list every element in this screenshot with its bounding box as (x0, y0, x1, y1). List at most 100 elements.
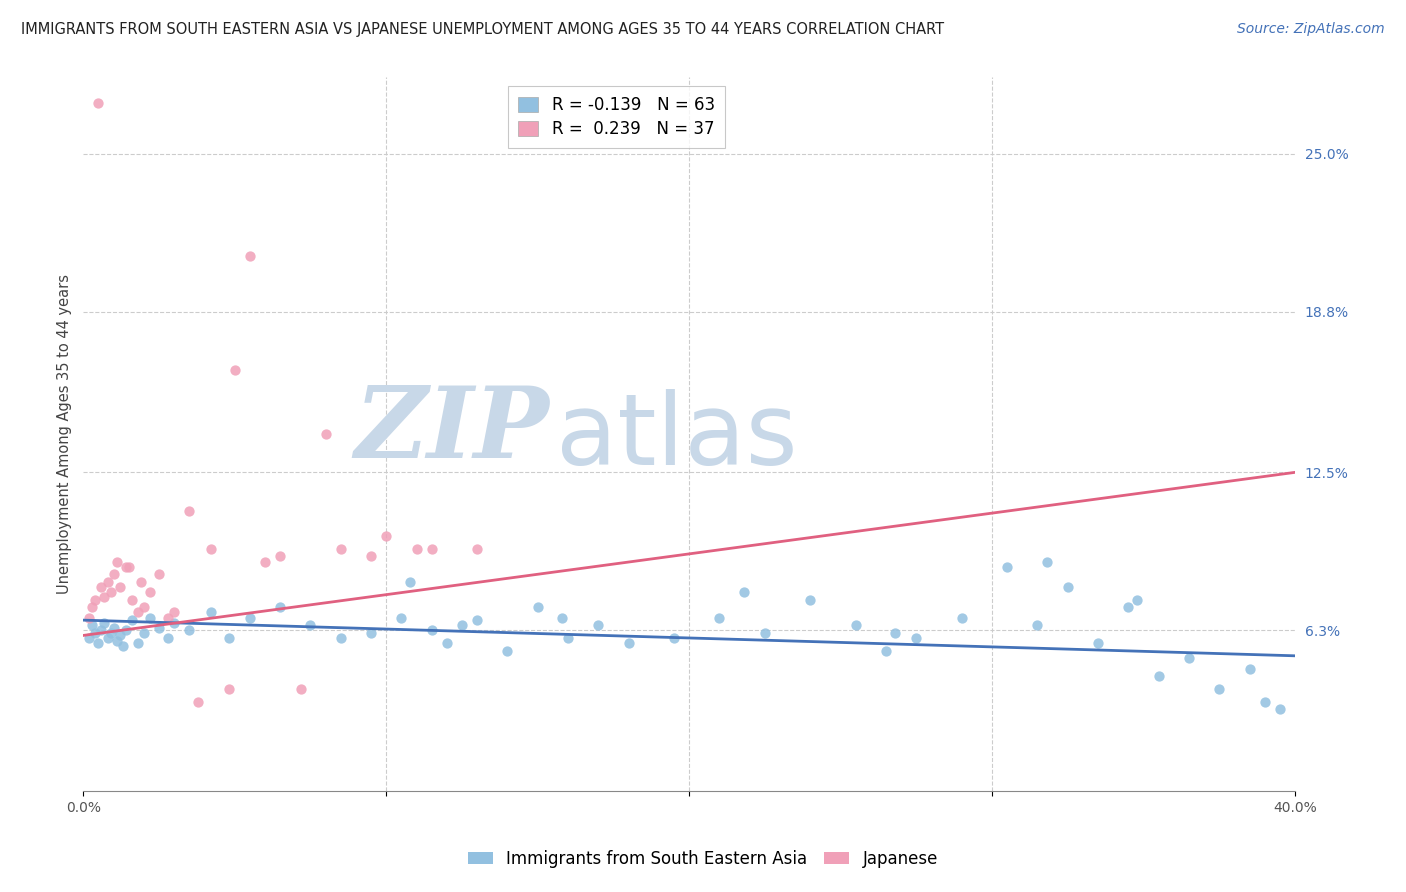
Point (239, 610, 262, 624)
Point (96, 631, 118, 645)
Point (299, 618, 322, 632)
Point (118, 559, 141, 574)
Point (84, 592, 107, 607)
Point (420, 541, 443, 556)
Point (905, 631, 928, 645)
Legend: R = -0.139   N = 63, R =  0.239   N = 37: R = -0.139 N = 63, R = 0.239 N = 37 (508, 86, 724, 148)
Point (96, 574, 118, 589)
Point (148, 567, 170, 582)
Point (105, 555, 128, 569)
Point (239, 249, 262, 263)
Point (163, 615, 186, 630)
Text: IMMIGRANTS FROM SOUTH EASTERN ASIA VS JAPANESE UNEMPLOYMENT AMONG AGES 35 TO 44 : IMMIGRANTS FROM SOUTH EASTERN ASIA VS JA… (21, 22, 945, 37)
Point (132, 625, 155, 640)
Point (148, 621, 170, 635)
Point (405, 541, 427, 556)
Y-axis label: Unemployment Among Ages 35 to 44 years: Unemployment Among Ages 35 to 44 years (58, 274, 72, 594)
Point (436, 636, 458, 650)
Point (1239, 661, 1261, 675)
Point (950, 610, 973, 624)
Point (1056, 580, 1078, 594)
Point (420, 624, 443, 638)
Point (1147, 669, 1170, 683)
Point (82, 600, 104, 615)
Point (1118, 600, 1140, 615)
Point (845, 618, 868, 632)
Point (108, 580, 131, 594)
Point (218, 681, 240, 696)
Point (290, 681, 312, 696)
Point (121, 613, 143, 627)
Point (451, 618, 474, 632)
Point (375, 529, 398, 543)
Point (526, 600, 548, 615)
Point (79, 610, 101, 624)
Point (200, 541, 222, 556)
Point (93, 615, 115, 630)
Point (360, 625, 382, 640)
Point (557, 631, 579, 645)
Point (1087, 636, 1109, 650)
Text: ZIP: ZIP (354, 383, 550, 479)
Point (127, 606, 149, 620)
Point (84, 625, 107, 640)
Point (179, 503, 201, 517)
Point (360, 549, 382, 564)
Point (588, 618, 610, 632)
Point (995, 559, 1018, 574)
Point (82, 618, 104, 632)
Point (389, 610, 412, 624)
Point (465, 541, 488, 556)
Point (108, 628, 131, 642)
Point (465, 613, 488, 627)
Point (733, 585, 755, 599)
Point (269, 600, 291, 615)
Point (157, 631, 180, 645)
Point (799, 592, 821, 607)
Point (132, 600, 155, 615)
Point (224, 363, 246, 377)
Point (1126, 592, 1149, 607)
Point (875, 643, 897, 657)
Point (315, 427, 337, 442)
Point (187, 695, 209, 709)
Point (139, 610, 162, 624)
Point (139, 585, 162, 599)
Point (103, 567, 125, 582)
Point (200, 606, 222, 620)
Point (1026, 618, 1049, 632)
Text: Source: ZipAtlas.com: Source: ZipAtlas.com (1237, 22, 1385, 37)
Point (111, 639, 134, 653)
Point (754, 625, 776, 640)
Legend: Immigrants from South Eastern Asia, Japanese: Immigrants from South Eastern Asia, Japa… (461, 844, 945, 875)
Point (157, 610, 180, 624)
Point (329, 631, 352, 645)
Point (90, 624, 112, 638)
Point (114, 559, 136, 574)
Point (93, 591, 115, 605)
Point (129, 574, 152, 589)
Point (329, 541, 352, 556)
Point (179, 624, 201, 638)
Point (87, 95, 110, 110)
Point (121, 592, 143, 607)
Point (103, 621, 125, 635)
Point (1178, 651, 1201, 665)
Point (254, 555, 277, 569)
Point (90, 580, 112, 594)
Point (163, 606, 186, 620)
Point (105, 633, 128, 648)
Point (709, 610, 731, 624)
Point (218, 631, 240, 645)
Point (1268, 702, 1291, 716)
Point (551, 610, 574, 624)
Point (496, 643, 519, 657)
Text: atlas: atlas (555, 389, 797, 486)
Point (100, 585, 122, 599)
Point (884, 625, 907, 640)
Point (1035, 555, 1057, 569)
Point (127, 636, 149, 650)
Point (617, 636, 640, 650)
Point (399, 574, 422, 589)
Point (114, 624, 136, 638)
